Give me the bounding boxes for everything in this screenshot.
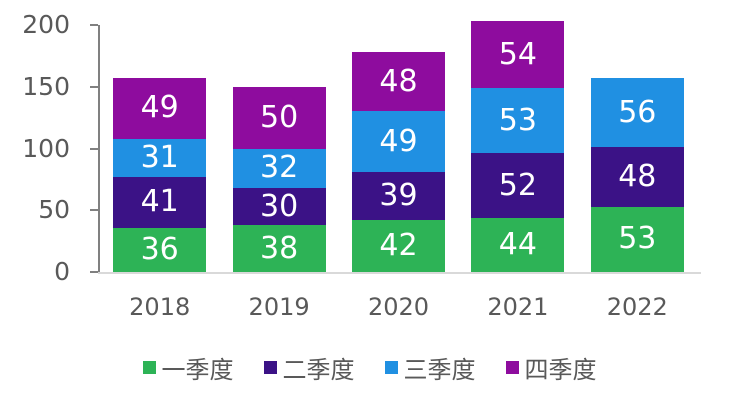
legend-item-二季度[interactable]: 二季度 <box>263 350 355 385</box>
bar-segment-2021-四季度[interactable]: 54 <box>471 21 565 88</box>
bar-value-label: 32 <box>260 150 299 186</box>
legend-color-swatch <box>142 361 156 374</box>
bar-segment-2019-三季度[interactable]: 32 <box>232 148 326 189</box>
y-axis-tick <box>90 24 98 26</box>
y-axis-tick <box>90 271 98 273</box>
x-axis-category-label: 2022 <box>606 293 668 321</box>
y-axis-tick <box>90 209 98 212</box>
bar-segment-2021-三季度[interactable]: 53 <box>471 87 565 154</box>
bar-value-label: 52 <box>498 167 537 203</box>
bar-segment-2018-二季度[interactable]: 41 <box>113 176 207 228</box>
y-axis-line <box>98 25 100 274</box>
x-axis-category-label: 2018 <box>129 293 191 321</box>
legend-label: 一季度 <box>161 356 234 384</box>
bar-segment-2021-一季度[interactable]: 44 <box>471 217 565 272</box>
bar-segment-2019-二季度[interactable]: 30 <box>232 188 326 226</box>
bar-value-label: 39 <box>379 178 418 214</box>
x-axis-category-label: 2021 <box>487 293 549 321</box>
legend-color-swatch <box>263 361 277 374</box>
bar-segment-2020-一季度[interactable]: 42 <box>352 220 445 272</box>
bar-segment-2019-四季度[interactable]: 50 <box>232 86 326 149</box>
legend-item-四季度[interactable]: 四季度 <box>505 350 597 385</box>
bar-value-label: 54 <box>498 36 537 72</box>
y-axis-tick-label: 100 <box>22 133 70 163</box>
bar-value-label: 53 <box>618 221 657 257</box>
x-axis-line <box>98 272 701 274</box>
y-axis-tick-label: 200 <box>22 10 70 39</box>
legend-item-三季度[interactable]: 三季度 <box>384 350 476 385</box>
bar-segment-2018-一季度[interactable]: 36 <box>113 227 207 272</box>
bar-value-label: 53 <box>498 102 537 138</box>
y-axis-tick-label: 0 <box>54 257 70 286</box>
bar-value-label: 38 <box>260 230 299 266</box>
legend-label: 三季度 <box>403 356 476 384</box>
bar-value-label: 48 <box>618 158 657 194</box>
bar-value-label: 49 <box>379 123 418 159</box>
x-axis-category-label: 2020 <box>367 293 430 321</box>
bar-value-label: 48 <box>379 63 418 99</box>
legend-item-一季度[interactable]: 一季度 <box>142 350 234 385</box>
legend-color-swatch <box>505 361 519 374</box>
legend-color-swatch <box>384 361 398 374</box>
y-axis-tick-label: 50 <box>38 195 70 225</box>
bar-value-label: 42 <box>379 228 418 264</box>
y-axis-tick <box>90 147 98 150</box>
y-axis-tick-label: 150 <box>22 71 70 101</box>
legend-label: 二季度 <box>282 356 355 384</box>
bar-value-label: 56 <box>618 94 657 130</box>
bar-value-label: 49 <box>140 90 179 126</box>
bar-segment-2019-一季度[interactable]: 38 <box>232 225 326 272</box>
bar-segment-2018-三季度[interactable]: 31 <box>113 138 207 177</box>
bar-segment-2020-四季度[interactable]: 48 <box>352 52 445 112</box>
bar-value-label: 44 <box>498 226 537 262</box>
bar-segment-2018-四季度[interactable]: 49 <box>113 78 207 139</box>
bar-segment-2022-一季度[interactable]: 53 <box>590 206 684 272</box>
bar-segment-2020-三季度[interactable]: 49 <box>352 111 445 172</box>
legend: 一季度 二季度 三季度 四季度 <box>0 350 739 385</box>
bar-value-label: 31 <box>140 139 179 175</box>
bar-segment-2020-二季度[interactable]: 39 <box>352 171 445 221</box>
bar-value-label: 30 <box>260 188 299 224</box>
bar-segment-2021-二季度[interactable]: 52 <box>471 153 565 218</box>
y-axis-tick <box>90 85 98 88</box>
bar-value-label: 50 <box>260 99 299 135</box>
bar-value-label: 41 <box>140 184 179 220</box>
bar-value-label: 36 <box>140 231 179 267</box>
legend-label: 四季度 <box>524 356 597 384</box>
bar-segment-2022-三季度[interactable]: 56 <box>590 78 684 148</box>
x-axis-category-label: 2019 <box>248 293 310 321</box>
bar-segment-2022-二季度[interactable]: 48 <box>590 147 684 207</box>
